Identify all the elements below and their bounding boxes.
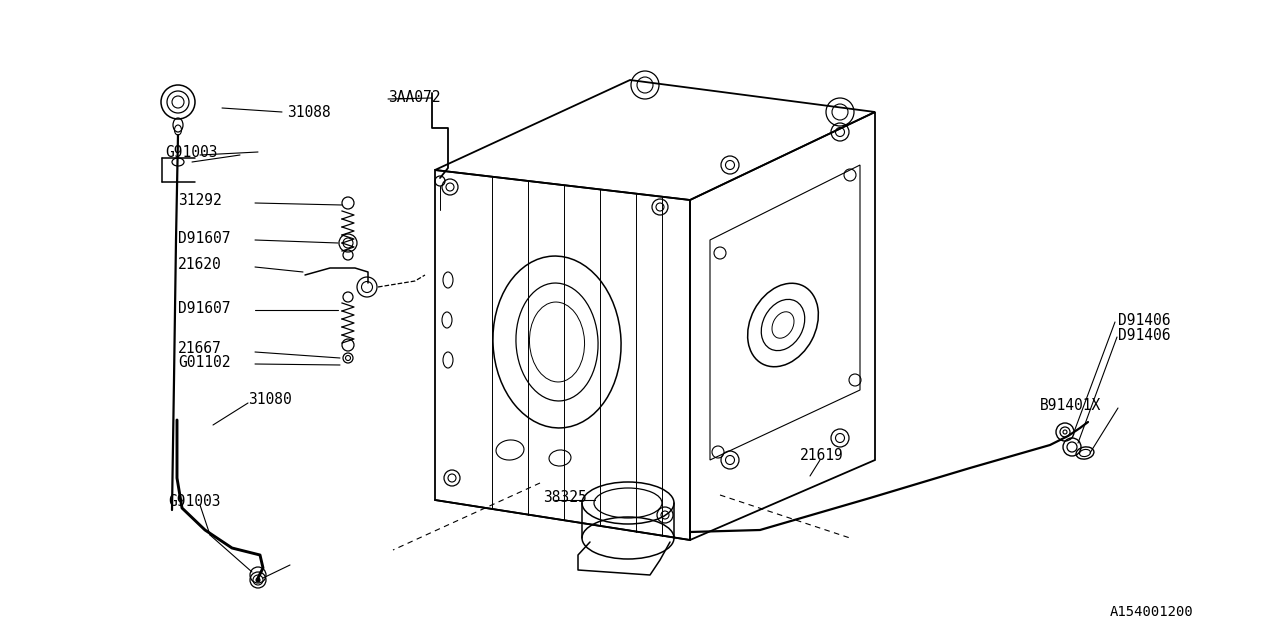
- Text: 21667: 21667: [178, 340, 221, 355]
- Text: 38325: 38325: [543, 490, 586, 504]
- Text: D91607: D91607: [178, 301, 230, 316]
- Text: 21619: 21619: [800, 447, 844, 463]
- Text: 3AA072: 3AA072: [388, 90, 440, 104]
- Text: G91003: G91003: [168, 495, 220, 509]
- Circle shape: [256, 578, 260, 582]
- Text: D91406: D91406: [1117, 312, 1170, 328]
- Circle shape: [1062, 430, 1068, 434]
- Text: D91607: D91607: [178, 230, 230, 246]
- Text: G91003: G91003: [165, 145, 218, 159]
- Text: A154001200: A154001200: [1110, 605, 1194, 619]
- Circle shape: [346, 355, 351, 360]
- Text: 31088: 31088: [287, 104, 330, 120]
- Text: 21620: 21620: [178, 257, 221, 271]
- Text: 31080: 31080: [248, 392, 292, 408]
- Text: D91406: D91406: [1117, 328, 1170, 342]
- Text: 31292: 31292: [178, 193, 221, 207]
- Text: B91401X: B91401X: [1039, 399, 1101, 413]
- Text: G01102: G01102: [178, 355, 230, 369]
